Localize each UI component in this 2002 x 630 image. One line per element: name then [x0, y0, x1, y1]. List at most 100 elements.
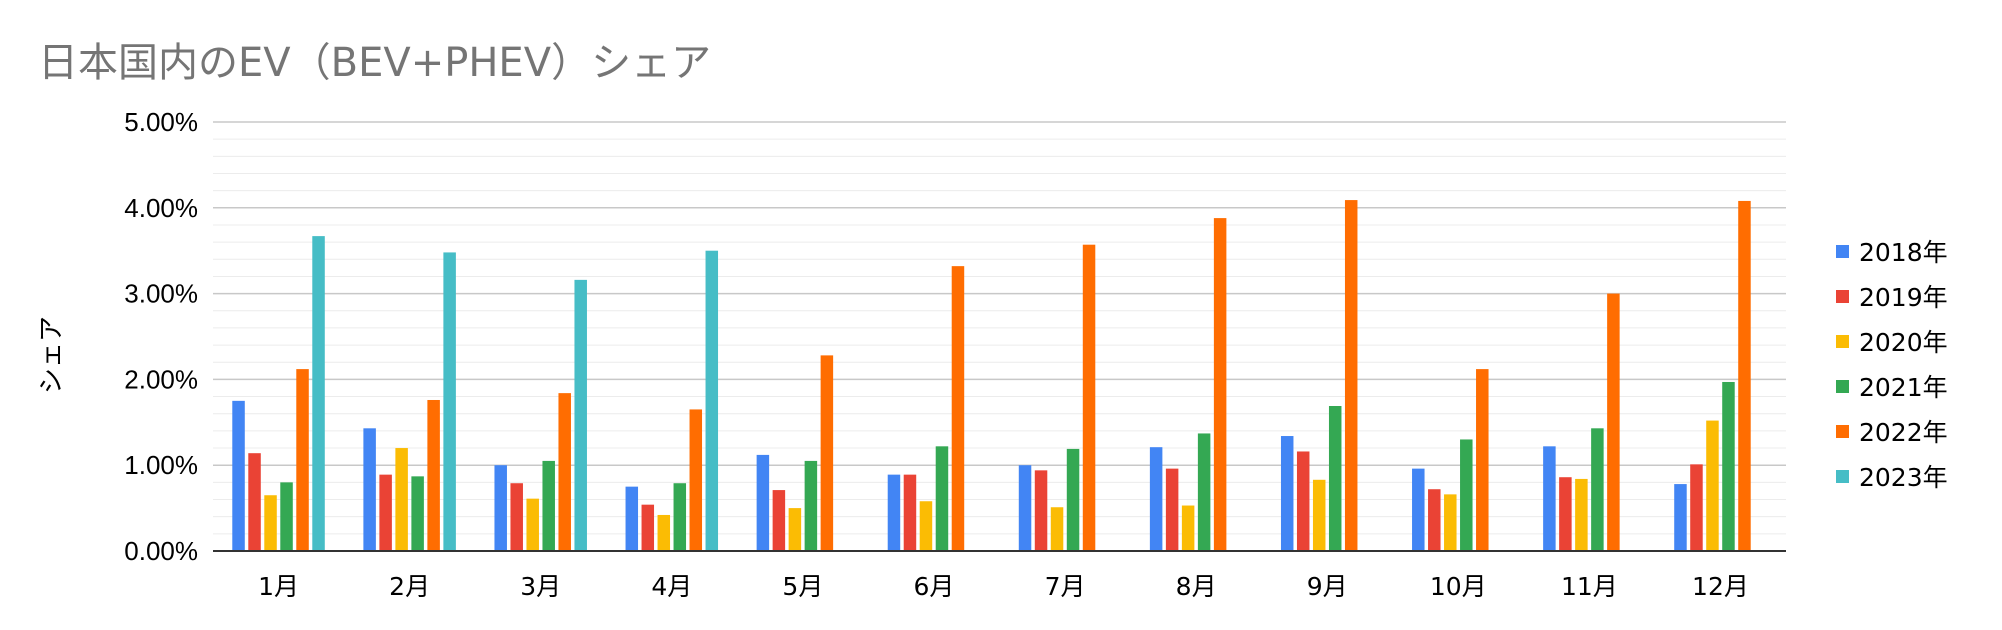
legend-label: 2021年	[1859, 373, 1948, 402]
bar	[1543, 446, 1556, 551]
bar	[951, 266, 965, 551]
y-tick-label: 1.00%	[124, 450, 198, 480]
bar	[1066, 448, 1080, 551]
bar	[641, 504, 655, 551]
bar	[280, 482, 293, 551]
bar	[1607, 293, 1620, 551]
bar	[756, 454, 770, 551]
y-tick-label: 3.00%	[124, 279, 198, 309]
bar	[1018, 465, 1032, 551]
bar	[248, 453, 261, 551]
y-tick-label: 5.00%	[124, 107, 198, 137]
chart-title: 日本国内のEV（BEV+PHEV）シェア	[38, 40, 712, 86]
bar	[443, 252, 456, 552]
bar	[411, 476, 424, 551]
x-category-label: 11月	[1561, 572, 1618, 601]
legend: 2018年 2019年 2020年 2021年 2022年 2023年	[1836, 238, 1948, 492]
bar	[689, 409, 703, 551]
bar	[1181, 505, 1195, 551]
bar	[1328, 406, 1342, 551]
bar	[1738, 200, 1751, 551]
bar	[1312, 479, 1326, 551]
bar	[232, 400, 245, 551]
x-category-label: 2月	[389, 572, 430, 601]
y-axis-ticks: 0.00% 1.00% 2.00% 3.00% 4.00% 5.00%	[124, 107, 198, 566]
legend-label: 2018年	[1859, 238, 1948, 267]
legend-label: 2020年	[1859, 328, 1948, 357]
legend-label: 2023年	[1859, 463, 1948, 492]
bar	[935, 446, 949, 551]
y-tick-label: 0.00%	[124, 536, 198, 566]
bar	[887, 474, 901, 551]
bar	[1050, 507, 1064, 551]
bar	[526, 498, 539, 551]
bar	[804, 460, 818, 551]
bar	[1674, 484, 1687, 551]
legend-swatch	[1836, 425, 1849, 438]
bar	[1149, 447, 1163, 551]
bar	[558, 393, 571, 551]
bar	[1575, 478, 1588, 551]
legend-swatch	[1836, 380, 1849, 393]
bar	[542, 460, 555, 551]
x-category-label: 1月	[258, 572, 299, 601]
bar	[427, 399, 440, 551]
x-category-label: 10月	[1430, 572, 1487, 601]
x-category-label: 5月	[782, 572, 823, 601]
y-tick-label: 2.00%	[124, 364, 198, 394]
bar	[312, 236, 325, 552]
bar	[1428, 489, 1441, 551]
bar	[1591, 428, 1604, 551]
bar	[1197, 433, 1211, 551]
bar	[1280, 436, 1294, 551]
x-category-label: 4月	[651, 572, 692, 601]
bar	[1444, 494, 1457, 551]
legend-swatch	[1836, 245, 1849, 258]
bar	[705, 250, 719, 551]
bar	[788, 508, 802, 551]
bar	[1690, 464, 1703, 551]
x-category-label: 6月	[914, 572, 955, 601]
bar	[296, 369, 309, 551]
bar	[1165, 468, 1179, 551]
bar	[1476, 369, 1489, 551]
bar	[1412, 468, 1425, 551]
bar	[1296, 451, 1310, 551]
bar	[772, 490, 786, 551]
x-category-label: 12月	[1692, 572, 1749, 601]
gridlines	[213, 121, 1786, 535]
bar	[1722, 381, 1735, 551]
bar	[379, 474, 392, 551]
y-tick-label: 4.00%	[124, 193, 198, 223]
bar	[903, 474, 917, 551]
bar	[820, 355, 834, 551]
bars	[232, 200, 1751, 552]
x-axis-categories: 1月 2月 3月 4月 5月 6月 7月 8月 9月 10月 11月 12月	[258, 572, 1749, 601]
bar	[1034, 470, 1048, 551]
bar	[395, 448, 408, 551]
bar	[363, 428, 376, 551]
legend-label: 2019年	[1859, 283, 1948, 312]
bar	[1559, 477, 1572, 551]
bar	[1213, 218, 1227, 551]
legend-swatch	[1836, 470, 1849, 483]
bar	[494, 465, 507, 551]
bar	[574, 279, 587, 551]
bar	[657, 514, 671, 551]
bar	[1082, 244, 1096, 551]
bar	[264, 495, 277, 551]
y-axis-title: シェア	[37, 316, 67, 394]
bar	[919, 501, 933, 551]
x-category-label: 8月	[1176, 572, 1217, 601]
bar	[1344, 200, 1358, 551]
bar	[625, 486, 639, 551]
bar	[510, 483, 523, 551]
x-category-label: 3月	[520, 572, 561, 601]
bar	[1460, 439, 1473, 551]
legend-label: 2022年	[1859, 418, 1948, 447]
x-category-label: 9月	[1307, 572, 1348, 601]
bar	[1706, 420, 1719, 551]
bar	[673, 483, 687, 551]
x-category-label: 7月	[1045, 572, 1086, 601]
